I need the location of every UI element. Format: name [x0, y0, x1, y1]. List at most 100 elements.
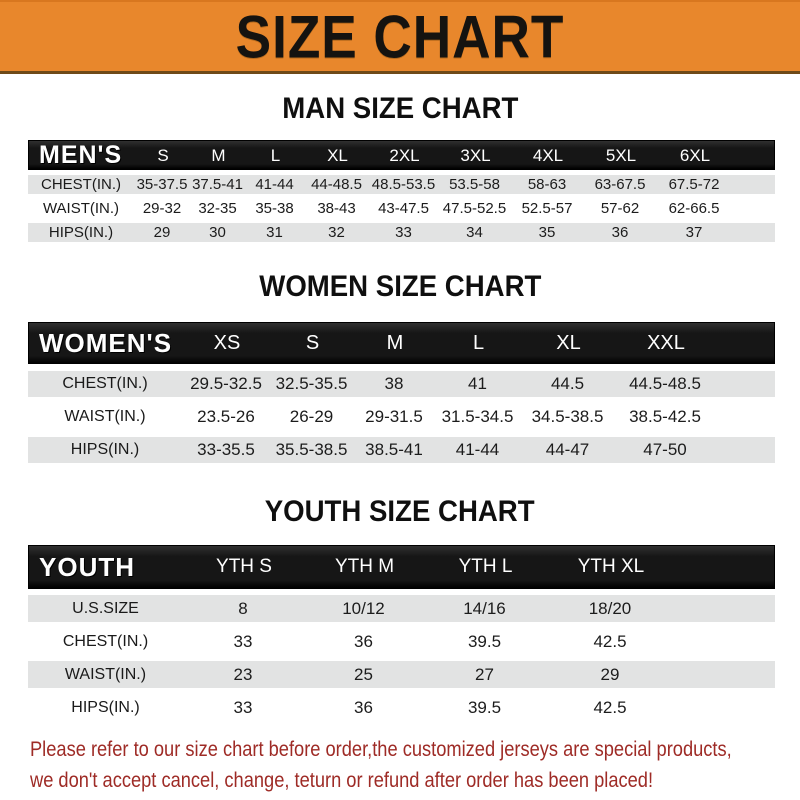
youth-header-label: YOUTH	[39, 551, 135, 582]
mens-col-6xl: 6XL	[679, 145, 711, 165]
size-value: 44-48.5	[311, 176, 362, 193]
size-value: 42.5	[593, 631, 627, 651]
women-section-title-text: WOMEN SIZE CHART	[258, 270, 542, 303]
youth-col-s: YTH S	[216, 556, 272, 577]
size-value: 36	[354, 697, 373, 717]
size-value: 32-35	[198, 200, 237, 217]
womens-waist-row: WAIST(IN.) 23.5-26 26-29 29-31.5 31.5-34…	[28, 404, 775, 430]
mens-col-xl: XL	[327, 145, 348, 165]
youth-col-xl: YTH XL	[577, 556, 645, 577]
size-value: 63-67.5	[594, 176, 646, 193]
size-value: 36	[354, 631, 373, 651]
size-value: 38-43	[317, 200, 356, 217]
mens-col-3xl: 3XL	[460, 145, 491, 165]
size-value: 41-44	[255, 176, 294, 193]
youth-waist-row: WAIST(IN.) 23 25 27 29	[28, 661, 775, 688]
size-value: 47.5-52.5	[442, 200, 507, 217]
size-value: 30	[209, 224, 226, 241]
size-value: 31	[266, 224, 283, 241]
size-value: 25	[354, 664, 373, 684]
row-label: HIPS(IN.)	[70, 441, 140, 458]
womens-header-label: WOMEN'S	[39, 327, 173, 358]
mens-header-row: MEN'S S M L XL 2XL 3XL 4XL 5XL 6XL	[28, 140, 775, 170]
size-value: 32.5-35.5	[275, 374, 348, 393]
size-value: 33	[395, 224, 412, 241]
mens-size-table: MEN'S S M L XL 2XL 3XL 4XL 5XL 6XL CHEST…	[28, 140, 775, 242]
womens-col-xxl: XXL	[647, 331, 685, 354]
womens-col-xs: XS	[213, 331, 241, 354]
mens-col-5xl: 5XL	[605, 145, 637, 165]
size-value: 18/20	[588, 598, 632, 618]
mens-col-s: S	[157, 145, 169, 165]
womens-col-l: L	[472, 331, 485, 354]
size-value: 57-62	[600, 200, 640, 217]
size-value: 39.5	[467, 631, 502, 651]
youth-hips-row: HIPS(IN.) 33 36 39.5 42.5	[28, 694, 775, 721]
size-value: 8	[238, 598, 248, 618]
womens-header-row: WOMEN'S XS S M L XL XXL	[28, 322, 775, 364]
size-value: 23	[233, 664, 253, 684]
size-value: 34.5-38.5	[531, 407, 604, 426]
size-value: 35-38	[255, 200, 294, 217]
youth-size-table: YOUTH YTH S YTH M YTH L YTH XL U.S.SIZE …	[28, 545, 775, 721]
womens-size-table: WOMEN'S XS S M L XL XXL CHEST(IN.) 29.5-…	[28, 322, 775, 463]
size-value: 33-35.5	[197, 440, 255, 459]
womens-col-xl: XL	[556, 331, 581, 354]
mens-chest-row: CHEST(IN.) 35-37.5 37.5-41 41-44 44-48.5…	[28, 175, 775, 194]
womens-col-m: M	[386, 331, 404, 354]
mens-col-4xl: 4XL	[532, 145, 564, 165]
size-value: 27	[475, 664, 494, 684]
size-value: 31.5-34.5	[441, 407, 514, 426]
row-label: WAIST(IN.)	[64, 408, 146, 425]
youth-header-row: YOUTH YTH S YTH M YTH L YTH XL	[28, 545, 775, 589]
size-value: 41-44	[455, 440, 500, 459]
youth-section-title: YOUTH SIZE CHART	[0, 495, 800, 529]
row-label: CHEST(IN.)	[62, 632, 149, 650]
youth-col-m: YTH M	[334, 556, 395, 577]
youth-chest-row: CHEST(IN.) 33 36 39.5 42.5	[28, 628, 775, 655]
womens-col-s: S	[305, 331, 320, 354]
size-value: 62-66.5	[668, 200, 720, 217]
size-value: 43-47.5	[378, 200, 429, 217]
size-value: 34	[466, 224, 483, 241]
size-value: 23.5-26	[197, 407, 255, 426]
womens-chest-row: CHEST(IN.) 29.5-32.5 32.5-35.5 38 41 44.…	[28, 371, 775, 397]
women-section-title: WOMEN SIZE CHART	[0, 270, 800, 304]
mens-hips-row: HIPS(IN.) 29 30 31 32 33 34 35 36 37	[28, 223, 775, 242]
size-value: 29	[153, 224, 171, 241]
youth-col-l: YTH L	[458, 556, 513, 577]
size-value: 39.5	[467, 697, 502, 717]
row-label: HIPS(IN.)	[48, 224, 114, 241]
size-value: 36	[611, 224, 629, 241]
size-value: 44-47	[545, 440, 590, 459]
man-section-title-text: MAN SIZE CHART	[281, 92, 519, 125]
size-value: 37	[685, 224, 703, 241]
size-value: 58-63	[527, 176, 567, 193]
size-value: 41	[468, 374, 487, 393]
size-value: 10/12	[342, 598, 385, 618]
banner-title: SIZE CHART	[235, 2, 565, 71]
mens-header-label: MEN'S	[39, 141, 123, 169]
mens-col-m: M	[211, 145, 226, 165]
row-label: CHEST(IN.)	[62, 375, 148, 392]
size-value: 44.5-48.5	[629, 374, 701, 393]
footer-note: Please refer to our size chart before or…	[0, 734, 800, 796]
size-value: 29-32	[142, 200, 182, 217]
size-value: 29.5-32.5	[190, 374, 262, 393]
size-value: 38.5-42.5	[629, 407, 701, 426]
size-value: 32	[328, 224, 345, 241]
size-value: 35	[538, 224, 556, 241]
size-value: 48.5-53.5	[371, 176, 436, 193]
size-value: 29-31.5	[365, 407, 423, 426]
size-value: 35-37.5	[136, 176, 188, 193]
size-value: 38.5-41	[365, 440, 423, 459]
banner: SIZE CHART	[0, 0, 800, 74]
youth-ussize-row: U.S.SIZE 8 10/12 14/16 18/20	[28, 595, 775, 622]
size-value: 38	[384, 374, 404, 393]
womens-hips-row: HIPS(IN.) 33-35.5 35.5-38.5 38.5-41 41-4…	[28, 437, 775, 463]
mens-waist-row: WAIST(IN.) 29-32 32-35 35-38 38-43 43-47…	[28, 199, 775, 218]
row-label: WAIST(IN.)	[64, 665, 147, 683]
size-value: 35.5-38.5	[275, 440, 348, 459]
footer-line-2: we don't accept cancel, change, teturn o…	[30, 769, 654, 792]
row-label: WAIST(IN.)	[42, 200, 120, 217]
